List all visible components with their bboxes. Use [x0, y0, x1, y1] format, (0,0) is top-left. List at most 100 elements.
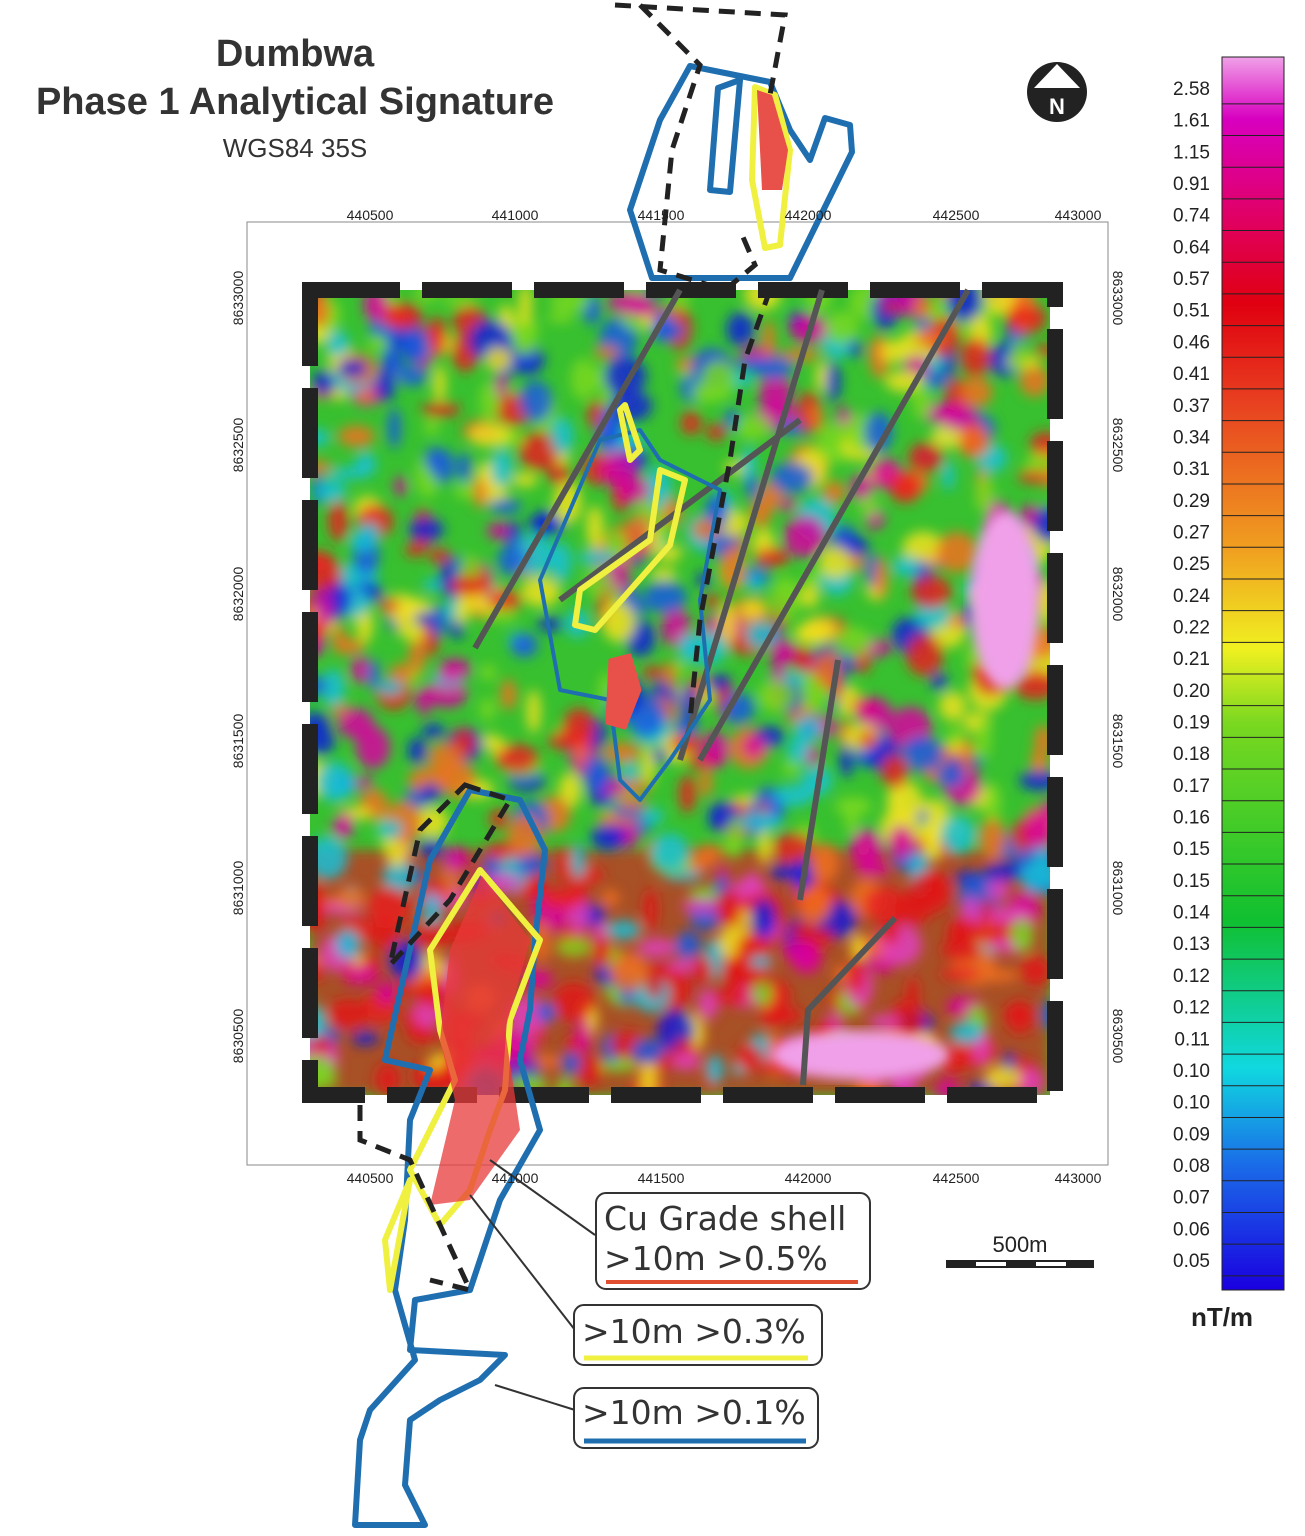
field-blob	[550, 417, 574, 455]
scale-bar: 500m	[946, 1232, 1094, 1268]
colorbar-label: 0.06	[1173, 1219, 1210, 1240]
field-blob	[696, 844, 722, 865]
field-blob	[783, 515, 827, 558]
field-blob	[605, 920, 641, 940]
field-blob	[1034, 344, 1050, 357]
field-blob	[1030, 454, 1050, 470]
field-blob	[519, 380, 553, 423]
north-label: N	[1049, 94, 1065, 119]
field-blob	[770, 576, 801, 620]
field-blob	[976, 716, 992, 761]
field-blob	[558, 847, 571, 885]
field-blob	[908, 442, 943, 473]
field-blob	[558, 772, 582, 808]
field-blob	[864, 411, 893, 454]
field-blob	[467, 422, 512, 447]
colorbar-label: 0.09	[1173, 1124, 1210, 1145]
field-blob	[938, 691, 967, 722]
field-blob	[800, 584, 819, 608]
field-blob	[479, 664, 497, 681]
field-blob	[602, 742, 642, 763]
field-blob	[433, 365, 446, 404]
field-blob	[645, 963, 663, 1000]
field-blob	[667, 959, 701, 972]
field-blob	[643, 581, 688, 614]
field-blob	[405, 543, 425, 557]
field-blob	[726, 312, 755, 347]
field-blob	[891, 789, 905, 805]
field-blob	[526, 689, 541, 734]
colorbar-label: 1.61	[1173, 111, 1210, 132]
field-blob	[664, 660, 677, 691]
field-blob	[907, 870, 952, 915]
field-blob	[701, 360, 736, 402]
field-blob	[600, 450, 636, 488]
field-blob	[312, 370, 335, 396]
field-blob	[650, 833, 689, 871]
field-blob	[639, 1058, 658, 1095]
field-blob	[414, 612, 435, 626]
field-blob	[913, 295, 932, 320]
field-blob	[428, 742, 464, 772]
field-blob	[552, 982, 595, 1023]
field-blob	[428, 605, 448, 638]
field-blob	[335, 811, 354, 840]
field-blob	[902, 735, 944, 772]
field-blob	[720, 692, 755, 725]
field-blob	[1031, 746, 1048, 778]
legend-item: >10m >0.3%	[582, 1312, 806, 1351]
field-blob	[1036, 580, 1050, 625]
field-blob	[770, 1030, 950, 1080]
field-blob	[675, 659, 689, 677]
colorbar-label: 0.34	[1173, 427, 1210, 448]
field-blob	[771, 1006, 802, 1026]
colorbar-label: 0.17	[1173, 776, 1210, 797]
y-tick-label: 8633000	[1110, 271, 1126, 326]
field-blob	[987, 879, 1011, 901]
colorbar-label: 0.18	[1173, 744, 1210, 765]
y-tick-label: 8631500	[1110, 714, 1126, 769]
dashed-outlines	[357, 2, 788, 1294]
field-blob	[550, 542, 572, 582]
colorbar-label: 0.22	[1173, 617, 1210, 638]
legend-item: >10m >0.5%	[604, 1239, 828, 1278]
colorbar-unit: nT/m	[1191, 1302, 1253, 1332]
field-blob	[510, 633, 538, 658]
colorbar-label: 0.07	[1173, 1188, 1210, 1209]
field-blob	[415, 979, 445, 1007]
field-blob	[376, 679, 404, 696]
field-blob	[674, 931, 702, 960]
colorbar-label: 1.15	[1173, 142, 1210, 163]
field-blob	[653, 309, 673, 343]
y-tick-label: 8632000	[1110, 567, 1126, 622]
colorbar-label: 0.31	[1173, 459, 1210, 480]
field-blob	[888, 472, 921, 503]
field-blob	[752, 982, 773, 1007]
field-blob	[984, 1065, 1021, 1090]
colorbar-label: 0.12	[1173, 966, 1210, 987]
field-blob	[949, 920, 966, 950]
field-blob	[978, 969, 1019, 983]
colorbar-label: 0.64	[1173, 237, 1210, 258]
colorbar-label: 2.58	[1173, 79, 1210, 100]
field-blob	[479, 381, 500, 421]
field-blob	[790, 646, 814, 669]
field-blob	[314, 479, 347, 503]
field-blob	[611, 952, 649, 992]
x-tick-label: 442000	[785, 1170, 832, 1186]
field-blob	[737, 811, 782, 832]
x-tick-label: 441000	[492, 207, 539, 223]
field-blob	[367, 334, 389, 352]
field-blob	[333, 624, 346, 649]
field-blob	[394, 476, 407, 496]
field-blob	[960, 377, 993, 408]
y-tick-label: 8632500	[1110, 418, 1126, 473]
field-blob	[424, 446, 443, 472]
field-blob	[503, 521, 523, 548]
field-blob	[357, 775, 373, 789]
field-blob	[705, 594, 722, 609]
colorbar-label: 0.27	[1173, 522, 1210, 543]
field-blob	[428, 316, 447, 358]
field-blob	[813, 928, 834, 945]
